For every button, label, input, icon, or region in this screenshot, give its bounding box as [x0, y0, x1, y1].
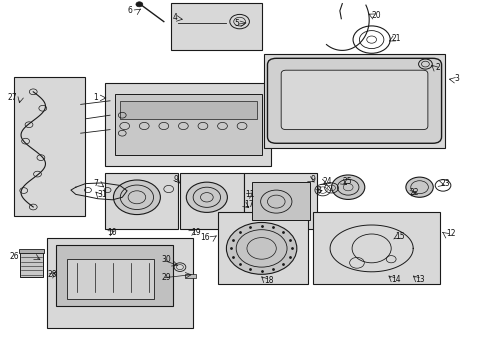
Bar	[180, 173, 243, 229]
Text: 25: 25	[342, 177, 351, 186]
Bar	[67, 259, 154, 299]
FancyBboxPatch shape	[267, 58, 441, 143]
Circle shape	[186, 182, 227, 212]
Text: 7: 7	[93, 179, 98, 188]
Bar	[171, 3, 261, 50]
Text: 2: 2	[434, 63, 439, 72]
Text: 23: 23	[439, 179, 449, 188]
Text: 26: 26	[10, 252, 20, 261]
Text: 5: 5	[234, 19, 239, 28]
Text: 6: 6	[127, 5, 132, 14]
Text: 29: 29	[161, 273, 171, 282]
Text: 19: 19	[190, 228, 200, 237]
Text: 8: 8	[316, 186, 321, 195]
Bar	[115, 94, 261, 155]
Text: 13: 13	[415, 274, 425, 284]
Text: 14: 14	[390, 274, 400, 284]
Text: 31: 31	[98, 190, 107, 199]
Circle shape	[136, 2, 142, 7]
Bar	[217, 212, 307, 284]
Text: 9: 9	[310, 175, 315, 184]
Bar	[184, 274, 195, 278]
Text: 4: 4	[172, 13, 177, 22]
Bar	[56, 245, 172, 306]
Bar	[105, 173, 177, 229]
Text: 16: 16	[200, 233, 210, 242]
Text: 10: 10	[107, 228, 117, 237]
Text: 18: 18	[264, 276, 273, 284]
Bar	[14, 77, 84, 216]
Text: 3: 3	[454, 74, 459, 83]
Text: 12: 12	[445, 229, 454, 238]
Text: 28: 28	[47, 270, 57, 279]
Bar	[264, 54, 444, 148]
Bar	[47, 238, 193, 328]
Bar	[120, 101, 256, 119]
Text: 22: 22	[409, 188, 418, 197]
Circle shape	[331, 175, 364, 199]
Circle shape	[405, 177, 432, 197]
Circle shape	[113, 180, 160, 215]
Bar	[244, 173, 316, 229]
Bar	[312, 212, 439, 284]
FancyBboxPatch shape	[281, 70, 427, 130]
Text: 27: 27	[7, 93, 17, 102]
Text: 21: 21	[390, 34, 400, 43]
Text: 24: 24	[322, 177, 332, 186]
Text: 11: 11	[245, 190, 254, 199]
Text: 20: 20	[371, 10, 381, 19]
Text: 17: 17	[244, 200, 254, 209]
Bar	[20, 251, 43, 277]
Text: 30: 30	[161, 255, 171, 264]
Text: 1: 1	[93, 93, 98, 102]
Bar	[251, 182, 309, 220]
Text: 15: 15	[394, 233, 404, 242]
Text: 9: 9	[173, 175, 178, 184]
Bar	[19, 249, 44, 253]
Circle shape	[226, 222, 296, 274]
Bar	[105, 83, 271, 166]
